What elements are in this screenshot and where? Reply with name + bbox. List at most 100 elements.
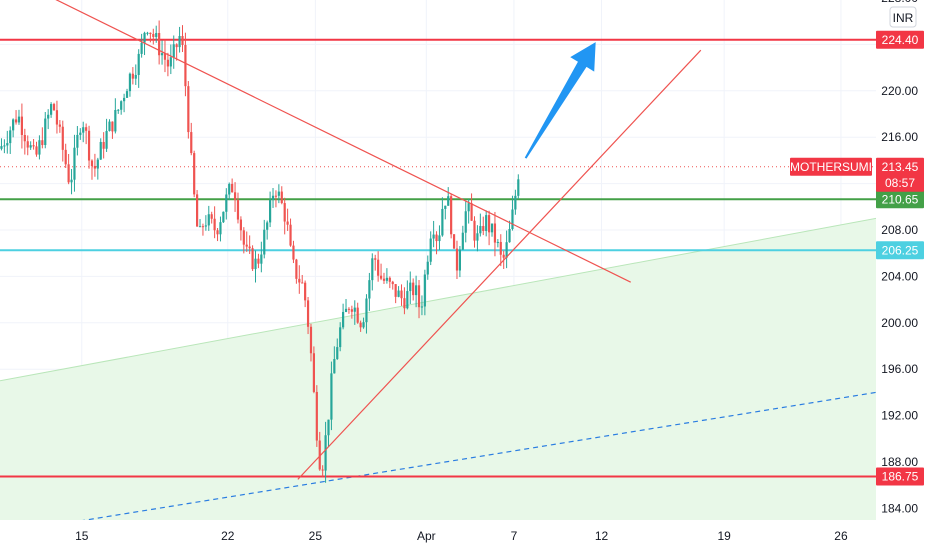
- channel-fill: [0, 217, 876, 535]
- candle-body: [204, 225, 207, 227]
- time-tick-label: 19: [717, 529, 731, 543]
- candle-body: [298, 278, 301, 283]
- candle-body: [371, 258, 374, 281]
- candle-body: [160, 53, 164, 56]
- price-tag-label: 186.75: [882, 470, 919, 484]
- candle-body: [263, 229, 266, 255]
- candle-body: [219, 222, 222, 235]
- candle-body: [444, 205, 447, 209]
- candle-body: [359, 322, 362, 328]
- price-tick-label: 200.00: [881, 316, 918, 330]
- candle-body: [333, 359, 336, 374]
- candle-body: [467, 203, 470, 212]
- candle-body: [172, 44, 175, 58]
- candle-body: [257, 258, 260, 264]
- candle-body: [9, 130, 12, 144]
- candle-body: [96, 159, 99, 169]
- candle-body: [274, 195, 278, 197]
- candle-body: [441, 208, 444, 236]
- candle-body: [412, 282, 415, 296]
- candle-body: [356, 307, 359, 323]
- candle-body: [505, 242, 508, 258]
- candle-body: [464, 211, 467, 233]
- candle-body: [295, 259, 298, 279]
- candle-body: [426, 261, 429, 275]
- candle-body: [289, 224, 292, 246]
- candle-body: [470, 203, 473, 221]
- candle-body: [175, 44, 178, 48]
- channel-upper-line: [0, 217, 876, 382]
- candle-body: [266, 222, 269, 230]
- candle-body: [207, 214, 210, 226]
- candle-body: [52, 104, 56, 111]
- channel-lower-dashed: [0, 391, 876, 535]
- candle-body: [304, 282, 307, 301]
- candle-body: [248, 246, 251, 249]
- candle-body: [406, 291, 409, 309]
- price-tag-label: 210.65: [882, 192, 919, 206]
- candle-body: [231, 183, 234, 193]
- candle-body: [432, 234, 435, 239]
- candle-body: [517, 179, 520, 196]
- price-tags: 224.40 210.65 206.25 186.75 213.45 08:57 MOTHE…: [790, 30, 924, 486]
- candle-body: [6, 143, 9, 146]
- candle-body: [93, 165, 96, 169]
- candle-body: [44, 118, 47, 146]
- candle-body: [58, 124, 61, 127]
- price-tag-label: 224.40: [882, 33, 919, 47]
- candle-body: [228, 183, 231, 195]
- candle-body: [38, 140, 41, 155]
- candle-body: [321, 469, 324, 471]
- candle-body: [137, 53, 140, 75]
- candle-body: [283, 203, 286, 222]
- candle-body: [32, 145, 35, 147]
- candle-body: [379, 275, 383, 279]
- currency-label: INR: [893, 11, 914, 25]
- countdown-label: 08:57: [885, 176, 915, 190]
- candle-body: [391, 281, 394, 285]
- candle-body: [382, 278, 386, 281]
- candle-body: [73, 147, 76, 180]
- price-tag-bg: [876, 241, 924, 260]
- candle-body: [114, 109, 117, 132]
- candle-body: [196, 194, 199, 227]
- candle-body: [368, 280, 371, 299]
- price-tag-label: 206.25: [882, 243, 919, 257]
- level-lines: [0, 38, 876, 478]
- last-price-label: 213.45: [882, 160, 919, 174]
- candle-body: [23, 134, 26, 142]
- candle-body: [123, 97, 126, 102]
- candle-body: [318, 440, 321, 470]
- candle-body: [458, 249, 461, 271]
- candle-body: [178, 36, 181, 48]
- projection-arrow-icon: [524, 42, 596, 159]
- candle-body: [125, 91, 129, 98]
- candle-body: [271, 195, 275, 201]
- candle-body: [409, 282, 412, 292]
- candle-body: [201, 226, 205, 228]
- candle-body: [14, 119, 18, 123]
- candle-body: [309, 326, 313, 354]
- candle-body: [435, 234, 438, 242]
- candle-body: [347, 308, 351, 310]
- candle-body: [26, 141, 29, 148]
- candle-body: [374, 258, 377, 260]
- time-tick-label: 22: [221, 529, 235, 543]
- time-axis[interactable]: 15 22 25 Apr 7 12 19 26: [0, 520, 876, 550]
- candle-body: [187, 86, 190, 133]
- trendline: [55, 0, 631, 283]
- candle-body: [35, 146, 38, 155]
- price-tick-label: 196.00: [881, 362, 918, 376]
- candle-body: [47, 114, 50, 119]
- candle-body: [143, 32, 146, 43]
- time-axis-bg: [0, 520, 876, 550]
- candle-body: [184, 44, 187, 87]
- price-axis-bg: [876, 0, 932, 550]
- candle-body: [233, 192, 237, 201]
- candle-body: [149, 32, 152, 34]
- candle-body: [485, 215, 488, 231]
- trendlines: [55, 0, 702, 480]
- candle-body: [423, 274, 426, 307]
- price-tick-label: 228.00: [881, 0, 918, 5]
